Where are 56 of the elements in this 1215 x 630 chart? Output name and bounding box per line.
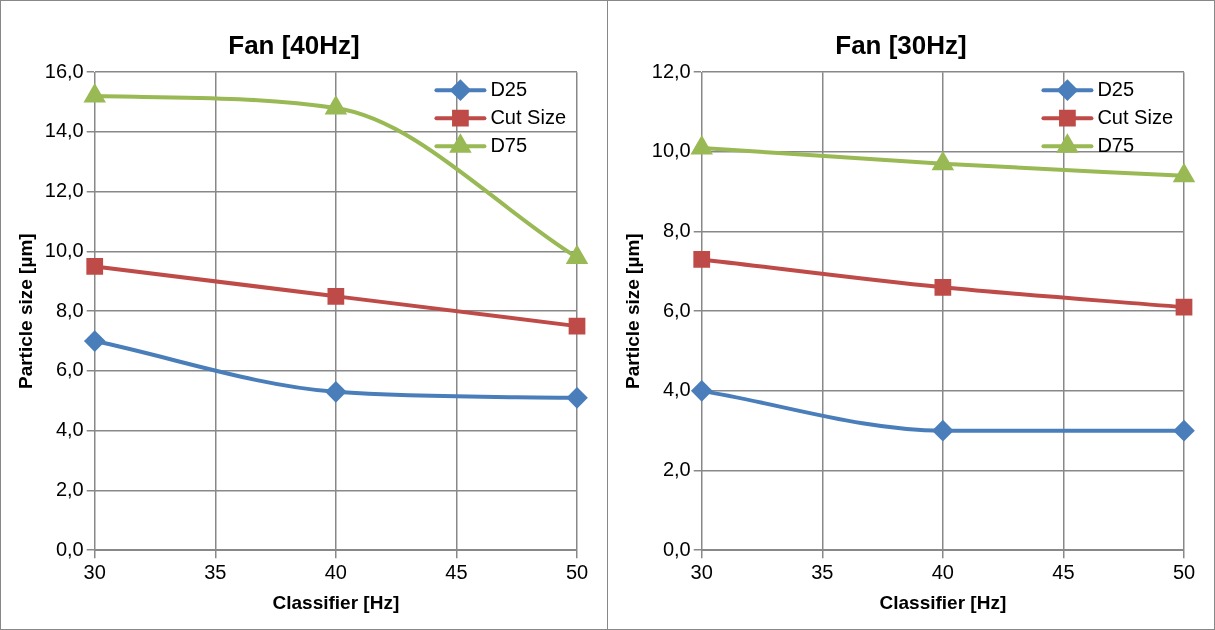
point [933, 152, 953, 171]
point [1175, 298, 1193, 316]
legend-label: D75 [1097, 133, 1135, 156]
y-axis-title: Particle size [µm] [621, 233, 643, 390]
x-tick-label: 35 [811, 560, 834, 583]
x-tick-label: 45 [445, 560, 468, 583]
y-tick-label: 14,0 [44, 119, 84, 142]
legend-label: D25 [1097, 77, 1135, 100]
point [691, 136, 712, 155]
legend-label: D25 [490, 77, 528, 100]
y-tick-label: 12,0 [651, 59, 691, 82]
point [567, 387, 587, 408]
point [932, 420, 953, 441]
point [84, 331, 105, 352]
point [86, 258, 104, 275]
point [567, 246, 587, 264]
x-tick-label: 45 [1052, 560, 1075, 583]
y-tick-label: 6,0 [55, 358, 84, 381]
x-tick-label: 30 [690, 560, 713, 583]
x-tick-label: 35 [204, 560, 227, 583]
point [84, 85, 105, 103]
point [934, 278, 952, 296]
chart-title: Fan [40Hz] [228, 29, 360, 60]
y-axis-title: Particle size [µm] [14, 233, 36, 390]
legend-label: D75 [490, 133, 528, 156]
point [693, 251, 711, 268]
y-tick-label: 10,0 [44, 238, 84, 261]
y-tick-label: 16,0 [44, 59, 84, 82]
point [325, 381, 346, 402]
y-tick-label: 12,0 [44, 179, 84, 202]
point [326, 97, 346, 115]
y-tick-label: 2,0 [55, 477, 84, 500]
y-tick-label: 2,0 [662, 458, 691, 481]
legend-label: Cut Size [490, 105, 567, 128]
y-tick-label: 8,0 [662, 219, 691, 242]
y-tick-label: 0,0 [55, 537, 84, 560]
point [327, 287, 345, 305]
y-tick-label: 4,0 [662, 378, 691, 401]
point [568, 317, 586, 335]
x-tick-label: 50 [565, 560, 589, 583]
legend-label: Cut Size [1097, 105, 1174, 128]
x-tick-label: 30 [83, 560, 106, 583]
point [1174, 420, 1194, 441]
x-tick-label: 40 [931, 560, 954, 583]
x-tick-label: 50 [1172, 560, 1196, 583]
y-tick-label: 0,0 [662, 537, 691, 560]
y-tick-label: 6,0 [662, 298, 691, 321]
y-tick-label: 4,0 [55, 418, 84, 441]
x-axis-title: Classifier [Hz] [272, 591, 400, 613]
chart-title: Fan [30Hz] [835, 29, 967, 60]
x-tick-label: 40 [324, 560, 347, 583]
y-tick-label: 8,0 [55, 298, 84, 321]
point [1174, 164, 1194, 183]
x-axis-title: Classifier [Hz] [879, 591, 1007, 613]
y-tick-label: 10,0 [651, 139, 691, 162]
point [691, 380, 712, 401]
